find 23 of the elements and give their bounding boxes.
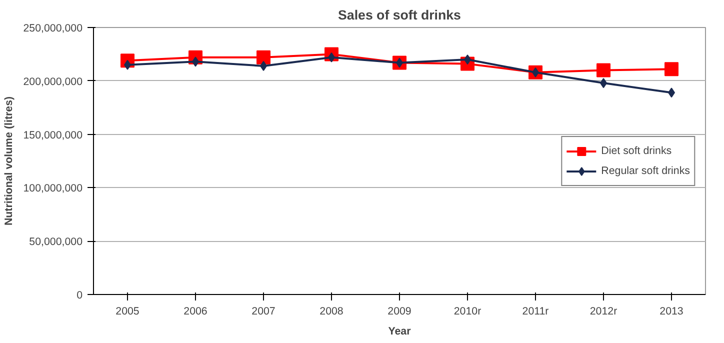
y-axis-title: Nutritional volume (litres)	[3, 96, 16, 226]
x-tick-label: 2008	[320, 306, 344, 318]
x-tick-label: 2006	[184, 306, 208, 318]
x-tick-label: 2011r	[522, 306, 550, 318]
y-tick-label: 100,000,000	[23, 182, 83, 195]
y-tick-label: 200,000,000	[23, 76, 83, 88]
x-tick-label: 2005	[116, 306, 140, 318]
x-axis-title: Year	[388, 326, 411, 338]
legend-label: Regular soft drinks	[601, 164, 690, 176]
x-tick-label: 2007	[252, 306, 276, 318]
y-tick-label: 250,000,000	[23, 22, 83, 34]
point	[664, 62, 678, 76]
y-tick-label: 0	[76, 290, 83, 302]
y-tick-label: 150,000,000	[23, 129, 83, 142]
x-tick-label: 2009	[388, 306, 412, 318]
point	[596, 63, 610, 78]
legend-label: Diet soft drinks	[601, 144, 672, 156]
point	[256, 50, 270, 64]
x-tick-label: 2013	[660, 306, 684, 318]
y-tick-label: 50,000,000	[29, 236, 83, 248]
x-tick-label: 2010r	[454, 306, 482, 318]
x-tick-label: 2012r	[590, 306, 618, 318]
chart-title: Sales of soft drinks	[338, 8, 461, 22]
